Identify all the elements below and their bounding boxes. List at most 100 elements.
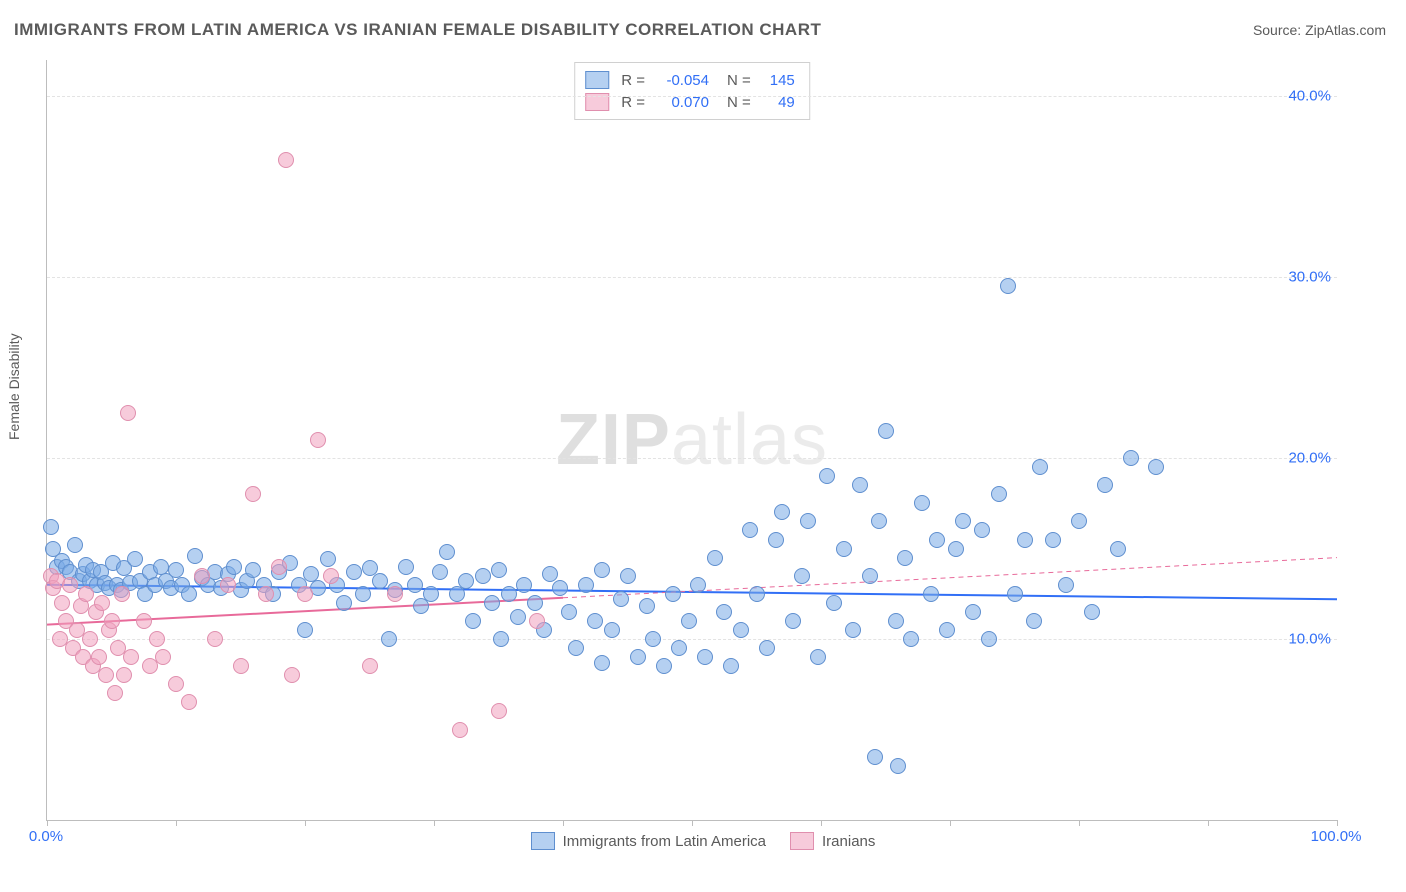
scatter-point (323, 568, 339, 584)
scatter-point (1000, 278, 1016, 294)
scatter-point (697, 649, 713, 665)
scatter-point (136, 613, 152, 629)
scatter-point (423, 586, 439, 602)
legend-swatch (585, 71, 609, 89)
x-tick-mark (563, 820, 564, 826)
scatter-point (491, 562, 507, 578)
scatter-point (484, 595, 500, 611)
scatter-point (493, 631, 509, 647)
scatter-point (878, 423, 894, 439)
series-legend-item: Iranians (790, 832, 875, 850)
scatter-point (181, 694, 197, 710)
scatter-point (98, 667, 114, 683)
scatter-point (1097, 477, 1113, 493)
scatter-point (897, 550, 913, 566)
scatter-point (458, 573, 474, 589)
scatter-point (297, 622, 313, 638)
x-tick-mark (1337, 820, 1338, 826)
scatter-point (671, 640, 687, 656)
scatter-point (278, 152, 294, 168)
scatter-point (955, 513, 971, 529)
scatter-point (355, 586, 371, 602)
scatter-point (774, 504, 790, 520)
scatter-point (981, 631, 997, 647)
scatter-point (890, 758, 906, 774)
series-legend-label: Immigrants from Latin America (563, 833, 766, 850)
scatter-point (310, 432, 326, 448)
correlation-legend: R =-0.054N =145R =0.070N =49 (574, 62, 810, 120)
scatter-point (665, 586, 681, 602)
scatter-point (67, 537, 83, 553)
scatter-point (681, 613, 697, 629)
series-legend-label: Iranians (822, 833, 875, 850)
legend-swatch (531, 832, 555, 850)
x-tick-mark (821, 820, 822, 826)
scatter-point (465, 613, 481, 629)
chart-title: IMMIGRANTS FROM LATIN AMERICA VS IRANIAN… (14, 20, 821, 40)
scatter-point (1084, 604, 1100, 620)
scatter-point (362, 658, 378, 674)
scatter-point (871, 513, 887, 529)
x-tick-mark (1079, 820, 1080, 826)
scatter-point (94, 595, 110, 611)
scatter-point (233, 658, 249, 674)
correlation-legend-row: R =0.070N =49 (585, 91, 795, 113)
scatter-point (888, 613, 904, 629)
scatter-point (836, 541, 852, 557)
scatter-point (516, 577, 532, 593)
scatter-point (104, 613, 120, 629)
scatter-point (398, 559, 414, 575)
scatter-point (320, 551, 336, 567)
scatter-point (245, 486, 261, 502)
scatter-point (181, 586, 197, 602)
scatter-point (149, 631, 165, 647)
scatter-point (1007, 586, 1023, 602)
scatter-point (1026, 613, 1042, 629)
legend-swatch (790, 832, 814, 850)
scatter-point (114, 586, 130, 602)
scatter-point (587, 613, 603, 629)
scatter-point (749, 586, 765, 602)
scatter-point (258, 586, 274, 602)
scatter-point (475, 568, 491, 584)
scatter-point (568, 640, 584, 656)
scatter-point (271, 559, 287, 575)
scatter-point (716, 604, 732, 620)
scatter-point (742, 522, 758, 538)
watermark-text: ZIPatlas (556, 399, 828, 481)
scatter-point (194, 568, 210, 584)
scatter-point (123, 649, 139, 665)
scatter-point (116, 667, 132, 683)
x-tick-mark (434, 820, 435, 826)
correlation-legend-row: R =-0.054N =145 (585, 69, 795, 91)
series-legend-item: Immigrants from Latin America (531, 832, 766, 850)
scatter-point (1017, 532, 1033, 548)
scatter-point (127, 551, 143, 567)
scatter-point (1058, 577, 1074, 593)
scatter-point (903, 631, 919, 647)
scatter-point (707, 550, 723, 566)
scatter-point (439, 544, 455, 560)
scatter-point (1071, 513, 1087, 529)
scatter-point (1110, 541, 1126, 557)
scatter-point (974, 522, 990, 538)
scatter-point (107, 685, 123, 701)
scatter-point (1123, 450, 1139, 466)
scatter-point (226, 559, 242, 575)
scatter-point (594, 562, 610, 578)
scatter-point (604, 622, 620, 638)
scatter-point (561, 604, 577, 620)
x-tick-label: 100.0% (1311, 828, 1362, 845)
scatter-point (284, 667, 300, 683)
x-tick-mark (1208, 820, 1209, 826)
scatter-point (245, 562, 261, 578)
scatter-point (862, 568, 878, 584)
scatter-point (656, 658, 672, 674)
scatter-point (948, 541, 964, 557)
x-tick-mark (47, 820, 48, 826)
scatter-point (630, 649, 646, 665)
x-tick-label: 0.0% (29, 828, 63, 845)
scatter-point (759, 640, 775, 656)
series-legend: Immigrants from Latin America Iranians (0, 832, 1406, 850)
x-tick-mark (176, 820, 177, 826)
